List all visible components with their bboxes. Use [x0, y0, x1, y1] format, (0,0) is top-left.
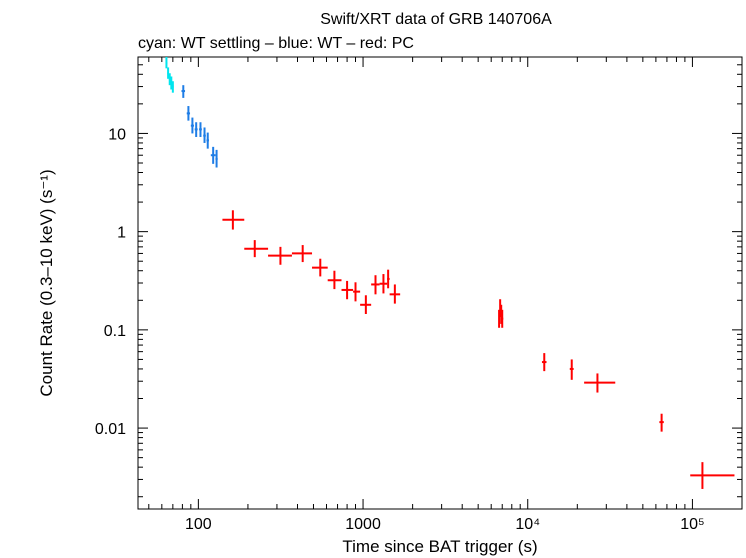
x-tick-labels: 100 1000 10⁴ 10⁵ [185, 516, 705, 533]
data-point [203, 127, 206, 143]
data-point [360, 295, 372, 315]
data-point [312, 258, 328, 277]
chart-subtitle: cyan: WT settling – blue: WT – red: PC [138, 35, 414, 52]
series-wt-settling [165, 57, 174, 93]
x-tick-label: 100 [185, 516, 212, 533]
data-point [170, 76, 173, 90]
data-point [541, 353, 547, 372]
x-axis-label: Time since BAT trigger (s) [342, 537, 537, 556]
series-wt [181, 85, 218, 168]
data-point [210, 146, 216, 164]
data-point [181, 85, 186, 98]
data-point [387, 269, 390, 289]
data-point [379, 274, 388, 294]
data-point [353, 282, 361, 302]
axis-ticks [138, 56, 743, 509]
y-tick-label: 0.01 [95, 421, 126, 438]
data-point [341, 280, 354, 300]
data-point [215, 149, 218, 168]
data-point [291, 245, 313, 263]
x-tick-label: 10⁴ [515, 516, 540, 533]
y-tick-label: 1 [117, 225, 126, 242]
data-point [165, 57, 168, 69]
chart-title: Swift/XRT data of GRB 140706A [320, 11, 552, 28]
data-point [190, 117, 194, 134]
data-point [186, 106, 191, 121]
data-point [199, 122, 202, 137]
data-point [171, 81, 174, 93]
data-point [498, 309, 501, 328]
data-point [501, 309, 504, 328]
data-point [222, 210, 245, 230]
data-point [206, 132, 209, 149]
x-tick-label: 1000 [345, 516, 381, 533]
data-point [244, 240, 269, 258]
x-tick-label: 10⁵ [680, 516, 704, 533]
data-point [168, 73, 171, 86]
y-axis-label: Count Rate (0.3–10 keV) (s⁻¹) [37, 169, 56, 396]
y-tick-labels: 0.01 0.1 1 10 [95, 126, 126, 438]
data-point [194, 122, 198, 137]
data-point [167, 67, 170, 79]
series-pc [222, 210, 735, 489]
data-point [690, 462, 735, 489]
data-point [389, 284, 401, 304]
data-point [268, 246, 292, 265]
plot-frame [137, 56, 743, 510]
y-tick-label: 10 [108, 126, 126, 143]
data-point [327, 270, 342, 290]
data-point [371, 275, 380, 295]
y-tick-label: 0.1 [104, 323, 126, 340]
data-points [165, 57, 735, 489]
data-point [584, 373, 616, 393]
data-point [659, 413, 664, 432]
data-point [569, 359, 574, 380]
